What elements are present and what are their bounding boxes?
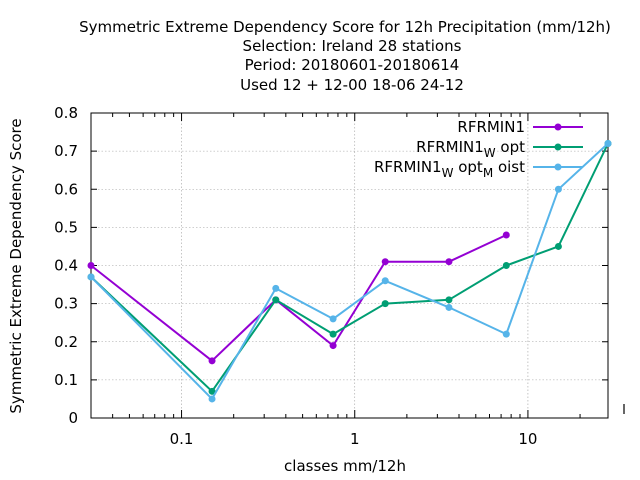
data-point [208,357,216,365]
y-tick-label: 0.2 [54,333,78,351]
data-point [87,273,95,281]
x-tick-label: 1 [350,430,360,448]
data-point [445,258,453,266]
x-tick-label: 10 [518,430,537,448]
series-line [90,142,609,400]
y-tick-label: 0.6 [54,180,78,198]
chart-title: Symmetric Extreme Dependency Score for 1… [79,18,611,94]
data-point [554,242,562,250]
legend-swatch-point [554,143,562,151]
y-tick-label: 0.7 [54,142,78,160]
legend-swatch-point [554,123,562,131]
data-point [502,330,510,338]
series-3 [87,140,612,403]
title-line-2: Selection: Ireland 28 stations [243,37,462,55]
data-point [445,303,453,311]
data-point [208,387,216,395]
y-tick-label: 0 [68,409,78,427]
x-tick-label: 0.1 [170,430,194,448]
y-tick-label: 0.8 [54,104,78,122]
data-point [272,296,280,304]
data-point [502,262,510,269]
data-point [554,185,562,193]
data-point [329,342,337,350]
y-axis-ticks: 0 0.1 0.2 0.3 0.4 0.5 0.6 0.7 0.8 [54,104,608,427]
data-point [329,330,337,338]
data-point [87,262,95,269]
data-point [272,284,280,292]
y-tick-label: 0.3 [54,295,78,313]
grid [91,113,608,418]
x-axis-label: classes mm/12h [284,457,406,475]
data-point [208,395,216,403]
legend-swatch-point [554,163,562,171]
y-axis-label: Symmetric Extreme Dependency Score [7,118,25,413]
data-point [381,258,389,266]
series-2 [87,140,612,395]
data-point [381,277,389,285]
x-axis-ticks: 0.1 1 10 [90,113,581,448]
legend-entry-1: RFRMIN1 [457,118,583,136]
series-layer [87,140,612,403]
legend-entry-2: RFRMIN1W opt [416,138,583,160]
data-point [329,315,337,323]
title-line-1: Symmetric Extreme Dependency Score for 1… [79,18,611,36]
y-tick-label: 0.5 [54,218,78,236]
legend-entry-3: RFRMIN1W optM oist [374,158,583,180]
data-point [381,300,389,308]
y-tick-label: 0.1 [54,371,78,389]
data-point [445,296,453,304]
y-tick-label: 0.4 [54,257,78,275]
title-line-4: Used 12 + 12-00 18-06 24-12 [240,76,464,94]
legend-label: RFRMIN1 [457,118,525,136]
data-point [502,231,510,239]
legend-label: RFRMIN1W optM oist [374,158,525,180]
data-point [604,140,612,147]
title-line-3: Period: 20180601-20180614 [245,56,460,74]
legend-label: RFRMIN1W opt [416,138,525,160]
series-1 [87,231,510,365]
